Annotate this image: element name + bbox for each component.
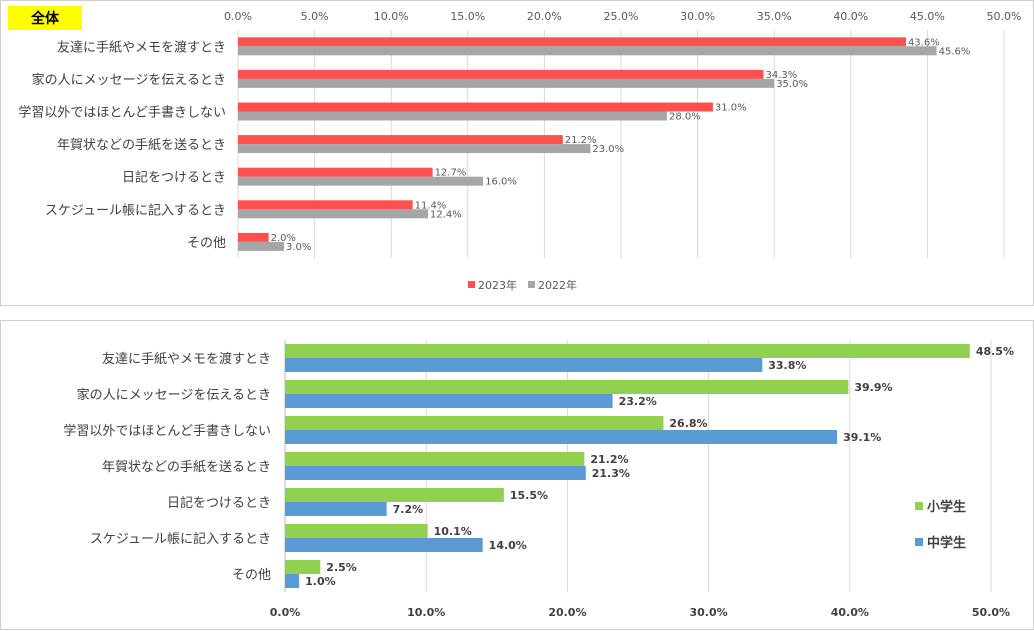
chart2-tick-label: 20.0% (548, 606, 586, 619)
chart1-tick-label: 50.0% (987, 10, 1022, 23)
chart1-bar-2023 (238, 37, 906, 47)
chart1-title: 全体 (30, 10, 60, 27)
chart2-bar-junior-high (285, 574, 300, 588)
chart2-data-label: 23.2% (619, 395, 657, 408)
chart2-category-label: 友達に手紙やメモを渡すとき (102, 351, 271, 367)
chart2-legend-swatch (915, 502, 923, 510)
chart1-legend-swatch (528, 281, 535, 288)
chart1-data-label: 2.0% (271, 233, 296, 244)
chart1-tick-label: 10.0% (374, 10, 409, 23)
chart2-category-label: 家の人にメッセージを伝えるとき (77, 387, 271, 403)
chart2-data-label: 39.1% (843, 431, 881, 444)
chart2-bar-junior-high (285, 538, 483, 552)
chart1-data-label: 11.4% (415, 200, 447, 211)
chart1-legend-label: 2022年 (538, 278, 577, 292)
chart2-data-label: 7.2% (393, 503, 424, 516)
chart1-bar-2022 (238, 241, 284, 251)
chart2-bar-elementary (285, 524, 428, 538)
chart1-tick-label: 5.0% (301, 10, 329, 23)
chart1-data-label: 28.0% (669, 112, 701, 123)
chart2-bar-elementary (285, 380, 849, 394)
chart2-category-label: 年賀状などの手紙を送るとき (102, 460, 271, 475)
chart1-bar-2023 (238, 167, 433, 177)
chart2-data-label: 48.5% (976, 345, 1014, 358)
chart1-data-label: 31.0% (715, 103, 747, 114)
chart1-tick-label: 45.0% (910, 10, 945, 23)
chart2-data-label: 21.2% (590, 453, 628, 466)
chart1-category-label: 学習以外ではほとんど手書きしない (18, 105, 226, 121)
chart2-bar-elementary (285, 488, 504, 502)
chart1-legend-swatch (468, 281, 475, 288)
chart1-category-label: その他 (187, 236, 226, 251)
chart1-bar-2022 (238, 111, 667, 121)
chart2-data-label: 2.5% (326, 561, 357, 574)
chart1-bar-2023 (238, 232, 269, 242)
chart2-data-label: 14.0% (489, 539, 527, 552)
chart1-bar-2022 (238, 176, 484, 186)
chart1-tick-label: 15.0% (450, 10, 485, 23)
chart1-bar-2023 (238, 200, 413, 210)
chart2-category-label: 日記をつけるとき (167, 495, 271, 511)
chart2-tick-label: 50.0% (972, 606, 1010, 619)
chart1-category-label: 家の人にメッセージを伝えるとき (32, 72, 226, 88)
chart1-tick-label: 30.0% (680, 10, 715, 23)
chart1-data-label: 12.4% (430, 209, 462, 220)
chart1-data-label: 35.0% (776, 79, 808, 90)
chart2-bar-junior-high (285, 430, 838, 444)
chart2-data-label: 15.5% (510, 489, 548, 502)
chart1-data-label: 16.0% (485, 177, 517, 188)
chart2-bar-elementary (285, 416, 664, 430)
chart1-tick-label: 25.0% (604, 10, 639, 23)
chart1-bar-2022 (238, 78, 775, 88)
chart2-category-label: その他 (232, 568, 271, 583)
chart1-data-label: 23.0% (592, 144, 624, 155)
chart1-data-label: 3.0% (286, 242, 311, 253)
chart2-legend-label: 小学生 (927, 499, 966, 515)
chart1-tick-label: 0.0% (224, 10, 252, 23)
chart1-title-badge (8, 6, 82, 30)
chart1-bar-2023 (238, 102, 713, 112)
chart1-data-label: 45.6% (939, 46, 971, 57)
chart2-category-label: スケジュール帳に記入するとき (90, 531, 271, 547)
chart2-data-label: 10.1% (434, 525, 472, 538)
chart2-data-label: 33.8% (768, 359, 806, 372)
chart1-tick-label: 20.0% (527, 10, 562, 23)
chart1-data-label: 34.3% (765, 70, 797, 81)
chart1-tick-label: 35.0% (757, 10, 792, 23)
chart1-data-label: 21.2% (565, 135, 597, 146)
chart2-bar-elementary (285, 560, 321, 574)
chart2-bar-junior-high (285, 502, 387, 516)
chart2-tick-label: 30.0% (690, 606, 728, 619)
chart2-data-label: 39.9% (854, 381, 892, 394)
chart2-bar-junior-high (285, 466, 586, 480)
chart1-bar-2022 (238, 144, 591, 154)
chart2-tick-label: 10.0% (407, 606, 445, 619)
chart1-bar-2022 (238, 209, 428, 219)
chart1-bar-2023 (238, 135, 563, 145)
chart1-data-label: 12.7% (435, 168, 467, 179)
chart1-legend-label: 2023年 (478, 278, 517, 292)
chart1-tick-label: 40.0% (833, 10, 868, 23)
chart2-tick-label: 0.0% (270, 606, 301, 619)
chart1-category-label: 年賀状などの手紙を送るとき (57, 138, 226, 153)
chart2-legend-label: 中学生 (927, 535, 966, 551)
chart1-category-label: スケジュール帳に記入するとき (45, 202, 226, 218)
chart1-data-label: 43.6% (908, 37, 940, 48)
chart2-bar-junior-high (285, 358, 763, 372)
chart2-tick-label: 40.0% (831, 606, 869, 619)
chart2-data-label: 26.8% (669, 417, 707, 430)
chart1-bar-2022 (238, 46, 937, 56)
chart2-legend-swatch (915, 538, 923, 546)
chart2-category-label: 学習以外ではほとんど手書きしない (63, 423, 271, 439)
chart2-bar-elementary (285, 344, 970, 358)
chart1-category-label: 友達に手紙やメモを渡すとき (57, 39, 226, 55)
chart2-data-label: 21.3% (592, 467, 630, 480)
chart1-bar-2023 (238, 69, 764, 79)
chart2-bar-elementary (285, 452, 585, 466)
chart1-category-label: 日記をつけるとき (122, 170, 226, 186)
chart2-data-label: 1.0% (305, 575, 336, 588)
chart2-bar-junior-high (285, 394, 613, 408)
